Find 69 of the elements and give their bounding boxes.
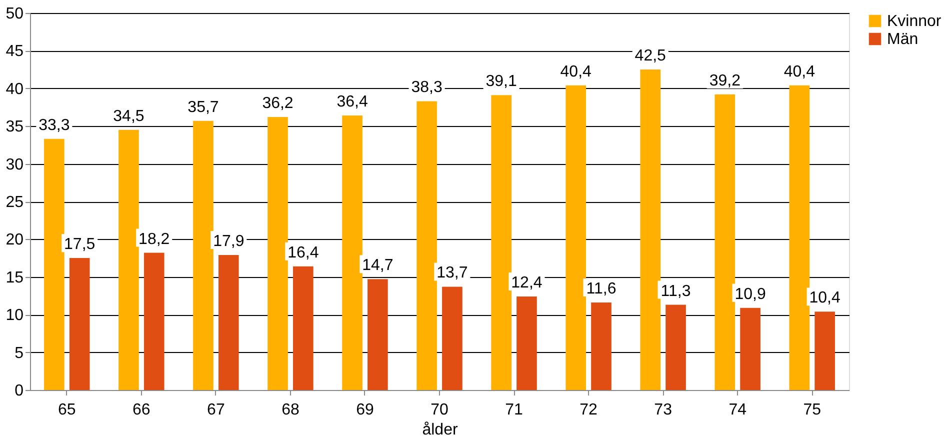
data-label: 11,3: [660, 282, 691, 300]
data-label: 35,7: [188, 98, 219, 116]
x-tick-label: 75: [803, 402, 822, 418]
bar: [118, 130, 139, 390]
y-tick-label: 45: [6, 43, 24, 60]
bar: [44, 138, 64, 390]
bar: [292, 266, 314, 390]
bar: [368, 279, 388, 390]
data-label: 34,5: [113, 108, 144, 125]
y-tick-label: 5: [14, 344, 24, 362]
data-label: 18,2: [138, 230, 170, 248]
bar: [516, 296, 537, 390]
y-tick-label: 35: [6, 118, 24, 136]
bar: [342, 116, 362, 390]
data-label: 17,9: [213, 233, 244, 250]
data-label: 39,2: [709, 72, 741, 90]
y-tick-label: 40: [6, 80, 24, 98]
y-tick-label: 25: [6, 194, 24, 211]
data-label: 13,7: [436, 264, 468, 282]
bar: [268, 117, 288, 390]
data-label: 38,3: [411, 79, 442, 96]
y-tick-label: 30: [6, 156, 24, 174]
y-tick-label: 15: [6, 269, 24, 286]
x-tick-label: 68: [282, 402, 300, 418]
bar: [814, 312, 835, 390]
x-tick-label: 71: [505, 402, 524, 418]
data-label: 12,4: [511, 274, 542, 292]
x-axis-title: ålder: [422, 422, 458, 438]
bar: [666, 304, 686, 390]
bar: [789, 85, 810, 390]
data-label: 36,2: [262, 95, 294, 112]
data-label: 40,4: [784, 63, 816, 80]
bar: [144, 252, 164, 390]
bar: [640, 70, 661, 390]
data-label: 33,3: [38, 116, 70, 134]
y-tick-label: 50: [6, 6, 24, 22]
y-tick-label: 20: [6, 232, 24, 249]
x-tick-label: 65: [58, 402, 76, 418]
data-label: 14,7: [362, 257, 394, 274]
x-tick-label: 74: [728, 402, 747, 418]
bar: [491, 95, 512, 390]
data-label: 10,9: [734, 286, 766, 303]
x-tick-label: 69: [356, 402, 374, 418]
bar: [591, 302, 612, 390]
x-tick-label: 70: [430, 402, 448, 418]
bar: [442, 286, 462, 390]
x-tick-label: 72: [580, 402, 598, 418]
data-label: 11,6: [586, 280, 616, 298]
bar: [714, 94, 736, 390]
data-label: 39,1: [486, 73, 517, 90]
x-tick-label: 73: [654, 402, 672, 418]
bar: [566, 85, 586, 390]
y-tick-label: 10: [6, 307, 24, 324]
legend-label: Kvinnor: [887, 13, 942, 30]
y-tick-label: 0: [14, 382, 24, 400]
bar: [218, 255, 239, 390]
data-label: 42,5: [634, 48, 666, 65]
x-tick-label: 66: [132, 402, 150, 418]
x-tick-label: 67: [207, 402, 225, 418]
data-label: 16,4: [288, 244, 319, 262]
data-label: 36,4: [336, 94, 368, 111]
legend-label: Män: [887, 31, 918, 48]
data-label: 17,5: [64, 236, 96, 254]
bar: [416, 101, 437, 390]
bar: [740, 308, 760, 390]
data-label: 40,4: [560, 63, 592, 80]
bar: [69, 258, 90, 390]
bar: [193, 120, 214, 390]
data-label: 10,4: [809, 290, 840, 307]
